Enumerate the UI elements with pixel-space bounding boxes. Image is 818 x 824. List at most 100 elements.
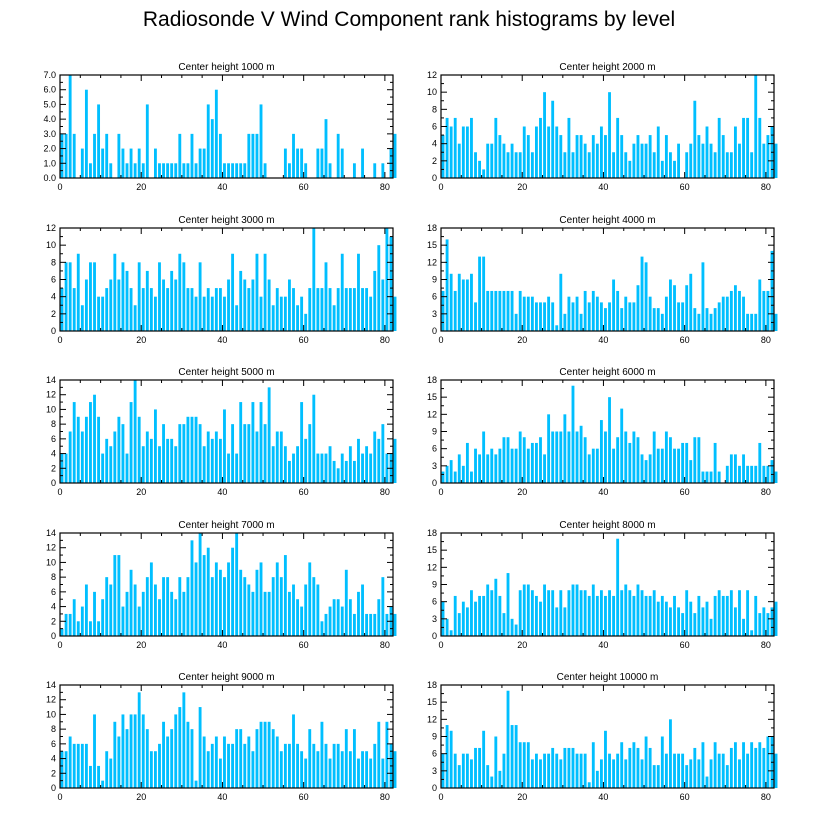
x-tick-label: 80 <box>761 487 771 497</box>
bar <box>227 163 230 178</box>
bar <box>729 590 733 636</box>
y-tick-label: 9 <box>432 732 437 742</box>
bar <box>441 135 445 178</box>
bar <box>620 590 624 636</box>
bar <box>498 135 502 178</box>
bar <box>551 747 555 788</box>
bar <box>750 630 754 636</box>
bar <box>677 607 680 636</box>
bar <box>673 595 676 636</box>
panel-title: Center height 6000 m <box>559 367 655 378</box>
bar <box>80 743 84 788</box>
y-tick-label: 9 <box>432 427 437 437</box>
bar <box>194 562 198 636</box>
bar <box>498 595 502 636</box>
bar <box>174 599 178 636</box>
bar <box>604 308 607 331</box>
bar <box>693 437 697 483</box>
y-tick-label: 2 <box>432 156 437 166</box>
bar <box>178 577 182 636</box>
bar <box>292 133 295 178</box>
bar <box>673 160 676 178</box>
bar <box>547 590 551 636</box>
bar <box>178 133 182 178</box>
bar <box>689 460 693 483</box>
bar <box>336 133 340 178</box>
bar <box>214 89 218 178</box>
bar <box>551 302 555 331</box>
bar <box>365 446 369 483</box>
bar <box>555 126 559 178</box>
bar <box>292 714 295 788</box>
bar <box>365 751 369 788</box>
bar <box>312 394 316 483</box>
bar <box>340 606 344 636</box>
bar <box>344 569 348 636</box>
bar <box>482 431 486 483</box>
y-tick-label: 0 <box>51 478 56 488</box>
bar <box>377 245 381 331</box>
bar <box>705 126 709 178</box>
bar <box>762 143 766 178</box>
bar <box>296 446 299 483</box>
bar <box>579 590 583 636</box>
bar <box>137 692 141 788</box>
bar <box>681 613 685 636</box>
bar <box>121 148 125 178</box>
bar <box>526 296 530 331</box>
bar <box>616 538 620 636</box>
bar <box>640 143 644 178</box>
bar <box>64 453 68 483</box>
bar <box>210 577 214 636</box>
bar <box>543 302 546 331</box>
bar <box>498 448 502 483</box>
bar <box>539 759 542 788</box>
histogram-panel: Center height 7000 m 0 20 40 60 80 0 2 4 6 8 10 12 14 <box>46 520 397 650</box>
bar <box>470 590 473 636</box>
bar <box>575 753 579 788</box>
bar <box>186 577 190 636</box>
bar <box>89 163 92 178</box>
bar <box>502 290 506 331</box>
bar <box>652 308 656 331</box>
bar <box>717 471 721 483</box>
y-tick-label: 12 <box>427 562 437 572</box>
bar <box>535 753 538 788</box>
panel-title: Center height 4000 m <box>559 215 655 226</box>
bar <box>693 613 697 636</box>
x-tick-label: 40 <box>598 792 608 802</box>
x-tick-label: 40 <box>598 335 608 345</box>
bar <box>93 714 96 788</box>
y-tick-label: 6 <box>51 434 56 444</box>
y-tick-label: 10 <box>46 557 56 567</box>
bar <box>239 569 243 636</box>
bar <box>453 595 457 636</box>
bar <box>137 606 141 636</box>
bar <box>595 448 599 483</box>
bar <box>145 104 149 178</box>
bar <box>312 743 316 788</box>
bar <box>559 431 563 483</box>
bar <box>478 454 482 483</box>
bar <box>445 239 449 331</box>
bar <box>502 753 506 788</box>
bar <box>182 591 186 636</box>
histogram-panel: Center height 1000 m 0 20 40 60 80 0.0 1.0 2.0 3.… <box>43 62 397 192</box>
bar <box>154 584 157 636</box>
histogram-panel: Center height 6000 m 0 20 40 60 80 0 3 6 9 12 15 18 <box>427 367 778 497</box>
bar <box>288 460 291 483</box>
y-tick-label: 12 <box>46 695 56 705</box>
bar <box>587 302 591 331</box>
panel-title: Center height 8000 m <box>559 520 655 531</box>
bar <box>555 607 559 636</box>
bar <box>681 753 685 788</box>
bar <box>733 742 737 788</box>
bar <box>689 601 693 636</box>
bar <box>530 442 534 483</box>
bar <box>373 270 377 331</box>
bar <box>595 143 599 178</box>
x-tick-label: 0 <box>438 487 443 497</box>
bar <box>502 437 506 483</box>
y-tick-label: 8 <box>51 419 56 429</box>
bar <box>105 577 109 636</box>
